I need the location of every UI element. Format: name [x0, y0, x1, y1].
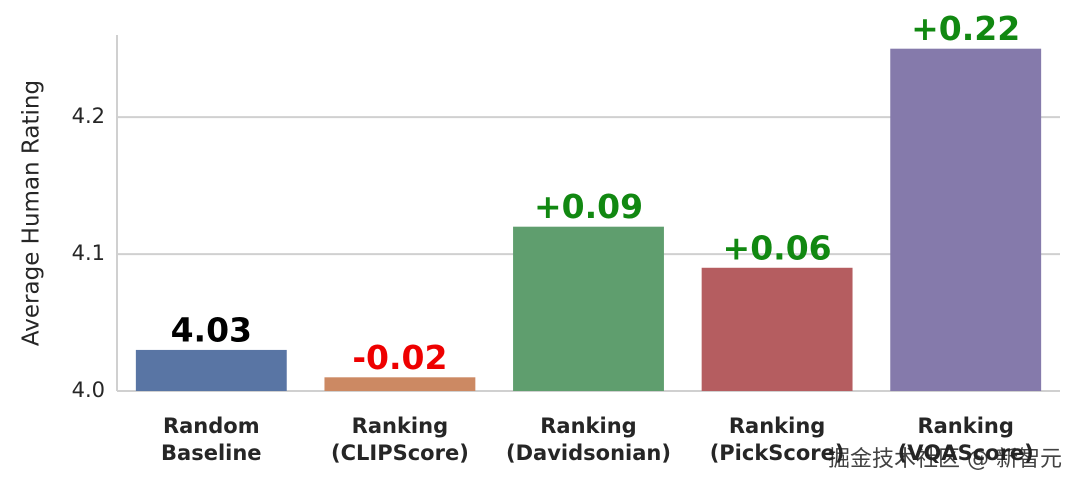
bar: [701, 267, 853, 391]
x-tick-label: (PickScore): [710, 441, 845, 465]
bar-annotation: 4.03: [171, 310, 252, 349]
x-tick-label: Random: [163, 414, 260, 438]
x-tick-label: (VQAScore): [898, 441, 1034, 465]
bar: [135, 349, 287, 391]
bar-annotation: +0.22: [911, 9, 1020, 48]
y-tick-label: 4.1: [72, 241, 105, 265]
bar-annotation: -0.02: [352, 338, 447, 377]
watermark: 掘金技术社区 @ 新智元: [828, 447, 1062, 472]
bar: [513, 226, 664, 391]
x-tick-label: (CLIPScore): [331, 441, 469, 465]
bar: [890, 48, 1042, 391]
bar-annotation: +0.06: [723, 228, 832, 267]
y-axis-label: Average Human Rating: [19, 80, 45, 346]
bar: [324, 377, 476, 391]
x-tick-label: Ranking: [729, 414, 825, 438]
y-tick-label: 4.2: [72, 104, 105, 128]
x-tick-label: Ranking: [352, 414, 448, 438]
x-tick-label: Baseline: [161, 441, 262, 465]
x-tick-label: Ranking: [917, 414, 1013, 438]
x-tick-label: (Davidsonian): [506, 441, 671, 465]
bar-annotation: +0.09: [534, 187, 643, 226]
y-tick-label: 4.0: [72, 378, 105, 402]
x-tick-label: Ranking: [540, 414, 636, 438]
